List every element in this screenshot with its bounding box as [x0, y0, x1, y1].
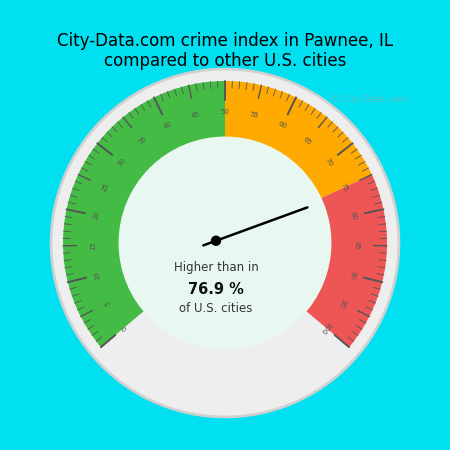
Text: 95: 95	[338, 297, 347, 308]
Text: City-Data.com crime index in Pawnee, IL
compared to other U.S. cities: City-Data.com crime index in Pawnee, IL …	[57, 32, 393, 70]
Text: 85: 85	[353, 241, 360, 250]
Text: 35: 35	[137, 136, 148, 146]
Text: 50: 50	[220, 108, 230, 115]
Text: Higher than in: Higher than in	[174, 261, 258, 274]
Circle shape	[53, 71, 397, 415]
Text: © City-Data.com: © City-Data.com	[331, 94, 407, 104]
Text: 0: 0	[121, 324, 128, 331]
Circle shape	[50, 68, 400, 418]
Text: 45: 45	[190, 111, 200, 119]
Text: 55: 55	[250, 111, 260, 119]
Text: 25: 25	[101, 182, 111, 193]
Wedge shape	[63, 81, 225, 347]
Text: of U.S. cities: of U.S. cities	[179, 302, 253, 315]
Wedge shape	[225, 81, 372, 198]
Text: 90: 90	[348, 270, 356, 280]
Text: 76.9 %: 76.9 %	[188, 282, 244, 297]
Text: 40: 40	[162, 120, 173, 130]
Text: 60: 60	[277, 120, 288, 130]
Text: 80: 80	[350, 211, 357, 220]
Text: 20: 20	[93, 211, 100, 220]
Text: 5: 5	[104, 299, 112, 306]
Text: 100: 100	[319, 320, 332, 334]
Text: 30: 30	[116, 157, 126, 167]
Text: 10: 10	[94, 270, 102, 280]
Circle shape	[119, 137, 331, 349]
Circle shape	[212, 236, 220, 245]
Wedge shape	[306, 175, 387, 347]
Text: 65: 65	[302, 136, 313, 146]
Text: 75: 75	[339, 182, 349, 193]
Text: 15: 15	[90, 241, 97, 250]
Text: 70: 70	[324, 157, 334, 167]
